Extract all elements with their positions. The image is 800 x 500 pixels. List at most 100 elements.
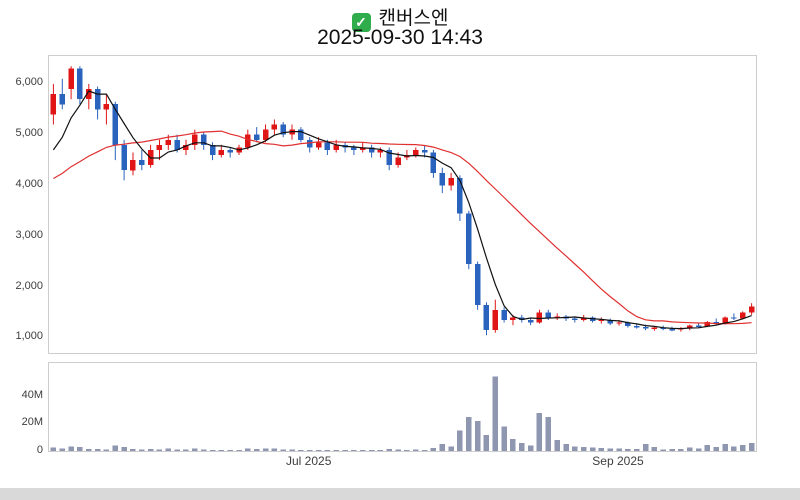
volume-bar [351, 450, 357, 451]
price-axis-label: 3,000 [15, 228, 43, 241]
price-axis-label: 2,000 [15, 279, 43, 292]
volume-bar [298, 449, 304, 451]
candle-body [174, 139, 180, 150]
volume-bar [598, 448, 605, 451]
candle-body [298, 129, 304, 140]
volume-bar [377, 450, 384, 451]
candle-body [722, 317, 728, 324]
volume-bar [492, 376, 499, 451]
volume-bar [50, 447, 57, 451]
volume-axis-label: 20M [21, 416, 43, 429]
ma-short-line [52, 90, 752, 330]
volume-bar [510, 438, 516, 451]
volume-bar [430, 448, 437, 451]
volume-bar [183, 449, 189, 451]
volume-bar [669, 449, 675, 451]
candle-body [448, 177, 454, 186]
volume-bar [342, 450, 348, 451]
volume-chart-area [48, 362, 757, 452]
candle-body [324, 142, 331, 150]
candle-body [307, 139, 313, 148]
volume-axis-label: 0 [36, 443, 43, 456]
candle-body [740, 312, 746, 319]
x-axis-label: Sep 2025 [592, 454, 644, 468]
candle-body [315, 142, 322, 148]
volume-bar [545, 417, 552, 451]
volume-bar [580, 446, 587, 451]
candle-body [245, 134, 251, 148]
volume-bar [77, 447, 83, 451]
volume-bar [307, 449, 313, 451]
volume-bar [86, 448, 92, 451]
candle-body [492, 309, 499, 331]
candle-body [554, 316, 560, 318]
volume-bar [174, 449, 180, 451]
candle-body [121, 144, 127, 171]
volume-bar [572, 446, 578, 451]
volume-bar [218, 449, 225, 451]
horizontal-scrollbar-track[interactable] [0, 488, 800, 500]
candle-body [607, 320, 613, 324]
x-axis-label: Jul 2025 [286, 454, 332, 468]
candle-body [651, 327, 658, 329]
candle-body [227, 149, 233, 153]
candle-body [501, 309, 507, 320]
chart-header: ✓ 캔버스엔 [0, 3, 800, 32]
candle-body [395, 157, 401, 166]
candle-body [634, 326, 640, 328]
volume-bars-plot [50, 376, 755, 451]
candle-body [704, 322, 711, 327]
volume-axis-label: 40M [21, 389, 43, 402]
candle-body [218, 149, 225, 155]
candle-body [200, 134, 207, 145]
volume-bar [192, 448, 198, 451]
volume-bar [589, 447, 596, 451]
volume-bar [271, 448, 278, 451]
volume-bar [209, 449, 216, 451]
volume-bar [722, 444, 728, 451]
volume-bar [121, 446, 127, 451]
volume-bar [421, 449, 428, 451]
candle-body [474, 264, 481, 305]
volume-bar [368, 450, 375, 451]
candle-body [695, 325, 702, 327]
price-chart-area [48, 55, 757, 354]
volume-bar [519, 442, 525, 451]
volume-bar [130, 448, 136, 451]
volume-bar [94, 449, 101, 451]
volume-bar [112, 445, 118, 451]
candle-body [642, 327, 649, 329]
volume-bar [262, 448, 269, 451]
volume-bar [634, 449, 640, 451]
candle-body [280, 124, 286, 135]
volume-bar [466, 417, 472, 451]
candle-body [68, 68, 74, 89]
candle-body [457, 177, 463, 214]
volume-bar [678, 449, 684, 451]
candle-body [112, 104, 118, 145]
candle-body [351, 147, 357, 150]
candle-body [483, 304, 490, 331]
volume-bar [651, 447, 658, 451]
volume-bar [536, 413, 543, 451]
volume-bar [713, 446, 719, 451]
volume-bar [563, 444, 569, 451]
candle-body [660, 327, 666, 330]
volume-bar [527, 445, 534, 451]
candle-body [580, 317, 587, 320]
volume-bar [448, 446, 454, 451]
volume-bar [439, 444, 445, 451]
candle-body [368, 147, 375, 153]
candle-body [139, 160, 145, 166]
candle-body [271, 124, 278, 130]
volume-bar [695, 448, 702, 451]
candle-body [386, 149, 392, 166]
volume-bar [200, 449, 207, 451]
candle-body [545, 312, 552, 318]
candle-body [50, 94, 57, 115]
volume-bar [165, 448, 172, 451]
volume-bar [156, 449, 163, 451]
candle-body [536, 312, 543, 323]
candle-body [598, 320, 605, 322]
